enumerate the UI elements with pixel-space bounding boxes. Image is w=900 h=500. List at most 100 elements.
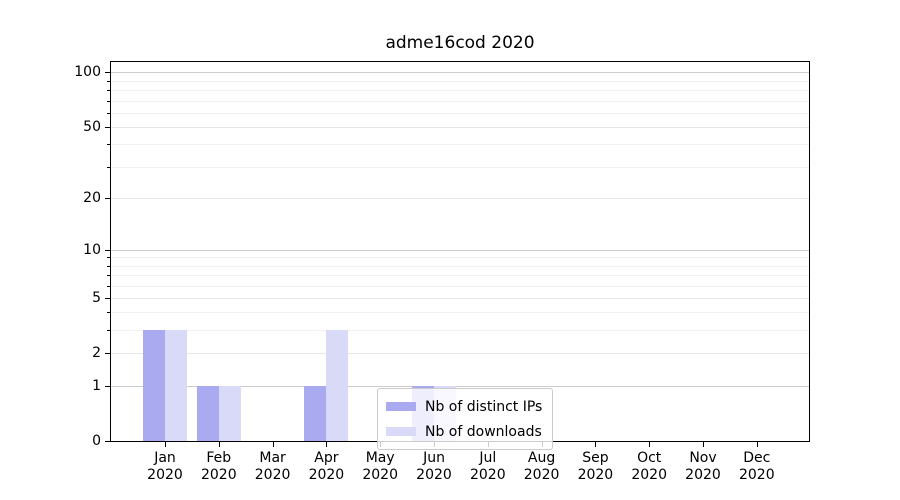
bar-nb-of-downloads-jan xyxy=(165,330,187,441)
y-tick-minor xyxy=(107,112,110,114)
y-gridline-minor xyxy=(111,274,809,276)
y-tick-minor xyxy=(107,166,110,168)
legend-item: Nb of distinct IPs xyxy=(386,394,542,419)
x-tick-year: 2020 xyxy=(685,467,721,483)
chart-title: adme16cod 2020 xyxy=(385,33,535,53)
y-gridline xyxy=(111,297,809,299)
legend-item: Nb of downloads xyxy=(386,419,542,444)
x-tick-year: 2020 xyxy=(362,467,398,483)
y-tick-minor xyxy=(107,330,110,332)
bar-nb-of-downloads-feb xyxy=(218,385,241,441)
y-tick-minor xyxy=(107,265,110,267)
x-tick-label: Jul 2020 xyxy=(452,450,524,484)
x-tick-label: Dec 2020 xyxy=(721,450,793,484)
x-tick-label: Jan 2020 xyxy=(129,450,201,484)
y-tick xyxy=(105,353,110,355)
y-tick-label: 20 xyxy=(83,189,101,206)
x-tick-month: Feb xyxy=(206,450,232,466)
x-tick-month: Jul xyxy=(479,450,497,466)
x-tick-label: Jun 2020 xyxy=(398,450,470,484)
x-tick-month: Dec xyxy=(743,450,771,466)
y-tick-minor xyxy=(107,80,110,82)
y-gridline xyxy=(111,385,809,387)
legend-label: Nb of downloads xyxy=(425,423,542,440)
y-tick-minor xyxy=(107,90,110,91)
x-tick xyxy=(649,442,651,447)
x-tick xyxy=(595,442,597,447)
x-tick-year: 2020 xyxy=(577,467,614,483)
y-gridline-minor xyxy=(111,90,809,91)
y-tick-minor xyxy=(107,100,110,102)
y-gridline xyxy=(111,197,809,199)
y-tick-minor xyxy=(107,312,110,314)
y-gridline-minor xyxy=(111,144,809,146)
x-tick-year: 2020 xyxy=(523,467,560,483)
y-gridline-minor xyxy=(111,285,809,287)
x-tick-month: Mar xyxy=(259,450,286,466)
y-tick-minor xyxy=(107,285,110,287)
x-tick xyxy=(756,442,758,447)
x-tick-month: Jun xyxy=(423,450,445,466)
y-tick-label: 50 xyxy=(83,118,101,135)
x-tick xyxy=(326,442,328,447)
bar-nb-of-distinct-ips-jan xyxy=(143,330,165,441)
y-tick-label: 100 xyxy=(74,64,101,81)
x-tick-label: Feb 2020 xyxy=(183,450,255,484)
y-gridline-minor xyxy=(111,80,809,82)
x-tick-year: 2020 xyxy=(254,467,291,483)
x-tick-month: Nov xyxy=(689,450,717,466)
x-tick-label: Mar 2020 xyxy=(237,450,309,484)
y-gridline xyxy=(111,249,809,251)
x-tick-year: 2020 xyxy=(200,467,237,483)
legend: Nb of distinct IPs Nb of downloads xyxy=(377,388,554,450)
x-tick-label: Nov 2020 xyxy=(667,450,739,484)
y-gridline xyxy=(111,72,809,74)
x-tick-month: Sep xyxy=(582,450,609,466)
y-tick-minor xyxy=(107,144,110,146)
y-gridline-minor xyxy=(111,166,809,168)
y-tick-label: 1 xyxy=(92,377,101,394)
legend-swatch xyxy=(386,402,416,411)
y-gridline xyxy=(111,353,809,355)
x-tick xyxy=(165,442,166,447)
y-tick xyxy=(105,72,110,74)
x-tick-year: 2020 xyxy=(147,467,183,483)
legend-swatch xyxy=(386,427,416,436)
y-tick-minor xyxy=(107,274,110,276)
x-tick-month: Oct xyxy=(637,450,662,466)
x-tick-year: 2020 xyxy=(469,467,506,483)
x-tick-month: Aug xyxy=(527,450,556,466)
x-tick xyxy=(218,442,220,447)
bar-nb-of-downloads-apr xyxy=(326,330,349,441)
x-tick xyxy=(703,442,704,447)
y-gridline-minor xyxy=(111,265,809,267)
plot-area: Nb of distinct IPs Nb of downloads xyxy=(110,61,810,450)
x-tick-year: 2020 xyxy=(738,467,775,483)
y-gridline-minor xyxy=(111,257,809,259)
y-gridline-minor xyxy=(111,100,809,102)
y-gridline-minor xyxy=(111,312,809,314)
x-tick-label: Apr 2020 xyxy=(290,450,362,484)
y-tick-minor xyxy=(107,257,110,259)
bar-nb-of-distinct-ips-feb xyxy=(196,385,219,441)
legend-label: Nb of distinct IPs xyxy=(425,398,543,415)
x-tick-month: May xyxy=(365,450,395,466)
y-tick-label: 5 xyxy=(92,289,101,306)
x-tick-year: 2020 xyxy=(631,467,667,483)
y-tick-label: 2 xyxy=(92,345,101,362)
y-tick-label: 0 xyxy=(92,433,101,449)
x-tick-label: Aug 2020 xyxy=(506,450,578,484)
y-tick xyxy=(105,441,110,442)
x-tick-label: May 2020 xyxy=(344,450,416,484)
y-tick xyxy=(105,385,110,387)
x-tick-year: 2020 xyxy=(308,467,345,483)
bar-nb-of-distinct-ips-apr xyxy=(304,385,327,441)
x-tick-month: Apr xyxy=(314,450,339,466)
y-tick xyxy=(105,126,110,128)
x-tick-label: Oct 2020 xyxy=(613,450,685,484)
y-gridline xyxy=(111,126,809,128)
y-tick-label: 10 xyxy=(83,241,101,258)
x-tick-month: Jan xyxy=(154,450,176,466)
y-gridline-minor xyxy=(111,112,809,114)
